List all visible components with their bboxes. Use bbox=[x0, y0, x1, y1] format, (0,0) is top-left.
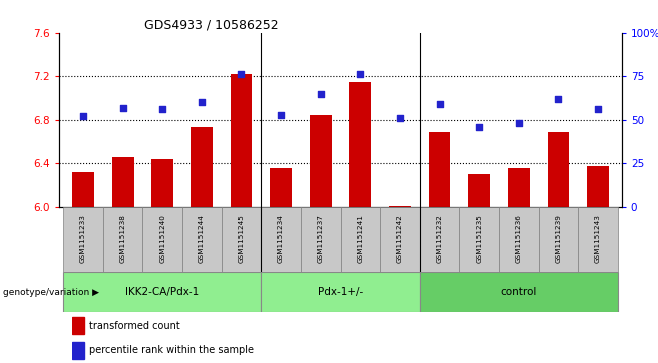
Bar bbox=[182, 207, 222, 272]
Bar bbox=[578, 207, 618, 272]
Bar bbox=[191, 127, 213, 207]
Point bbox=[474, 124, 484, 130]
Bar bbox=[508, 168, 530, 207]
Bar bbox=[420, 272, 618, 312]
Point bbox=[197, 99, 207, 105]
Bar bbox=[468, 174, 490, 207]
Bar bbox=[341, 207, 380, 272]
Text: control: control bbox=[501, 287, 537, 297]
Text: IKK2-CA/Pdx-1: IKK2-CA/Pdx-1 bbox=[125, 287, 199, 297]
Bar bbox=[112, 157, 134, 207]
Bar bbox=[63, 272, 261, 312]
Text: GSM1151245: GSM1151245 bbox=[238, 214, 245, 263]
Text: GSM1151234: GSM1151234 bbox=[278, 214, 284, 263]
Bar bbox=[420, 207, 459, 272]
Text: GSM1151235: GSM1151235 bbox=[476, 214, 482, 263]
Bar bbox=[310, 115, 332, 207]
Text: Pdx-1+/-: Pdx-1+/- bbox=[318, 287, 363, 297]
Bar bbox=[261, 207, 301, 272]
Text: GDS4933 / 10586252: GDS4933 / 10586252 bbox=[143, 19, 278, 32]
Text: GSM1151238: GSM1151238 bbox=[120, 214, 126, 263]
Point bbox=[553, 96, 564, 102]
Bar bbox=[459, 207, 499, 272]
Point bbox=[395, 115, 405, 121]
Bar bbox=[428, 132, 451, 207]
Text: percentile rank within the sample: percentile rank within the sample bbox=[89, 346, 254, 355]
Bar bbox=[142, 207, 182, 272]
Bar bbox=[63, 207, 103, 272]
Point bbox=[117, 105, 128, 110]
Text: GSM1151243: GSM1151243 bbox=[595, 214, 601, 263]
Point bbox=[593, 106, 603, 112]
Bar bbox=[72, 172, 94, 207]
Text: transformed count: transformed count bbox=[89, 321, 180, 331]
Bar bbox=[380, 207, 420, 272]
Text: GSM1151237: GSM1151237 bbox=[318, 214, 324, 263]
Bar bbox=[349, 82, 371, 207]
Point bbox=[236, 72, 247, 77]
Bar bbox=[230, 74, 253, 207]
Text: GSM1151241: GSM1151241 bbox=[357, 214, 363, 263]
Bar bbox=[587, 166, 609, 207]
Text: GSM1151240: GSM1151240 bbox=[159, 214, 165, 263]
Bar bbox=[499, 207, 539, 272]
Bar bbox=[151, 159, 173, 207]
Point bbox=[157, 106, 168, 112]
Bar bbox=[270, 168, 292, 207]
Point bbox=[276, 112, 286, 118]
Text: genotype/variation ▶: genotype/variation ▶ bbox=[3, 288, 99, 297]
Bar bbox=[72, 342, 84, 359]
Bar bbox=[72, 317, 84, 334]
Bar bbox=[547, 132, 569, 207]
Bar bbox=[222, 207, 261, 272]
Text: GSM1151244: GSM1151244 bbox=[199, 214, 205, 263]
Point bbox=[434, 101, 445, 107]
Bar bbox=[301, 207, 341, 272]
Point bbox=[355, 72, 366, 77]
Point bbox=[78, 113, 88, 119]
Bar bbox=[389, 206, 411, 207]
Bar bbox=[103, 207, 142, 272]
Point bbox=[513, 121, 524, 126]
Text: GSM1151233: GSM1151233 bbox=[80, 214, 86, 263]
Point bbox=[315, 91, 326, 97]
Text: GSM1151242: GSM1151242 bbox=[397, 214, 403, 263]
Text: GSM1151232: GSM1151232 bbox=[436, 214, 443, 263]
Bar bbox=[261, 272, 420, 312]
Text: GSM1151236: GSM1151236 bbox=[516, 214, 522, 263]
Bar bbox=[539, 207, 578, 272]
Text: GSM1151239: GSM1151239 bbox=[555, 214, 561, 263]
